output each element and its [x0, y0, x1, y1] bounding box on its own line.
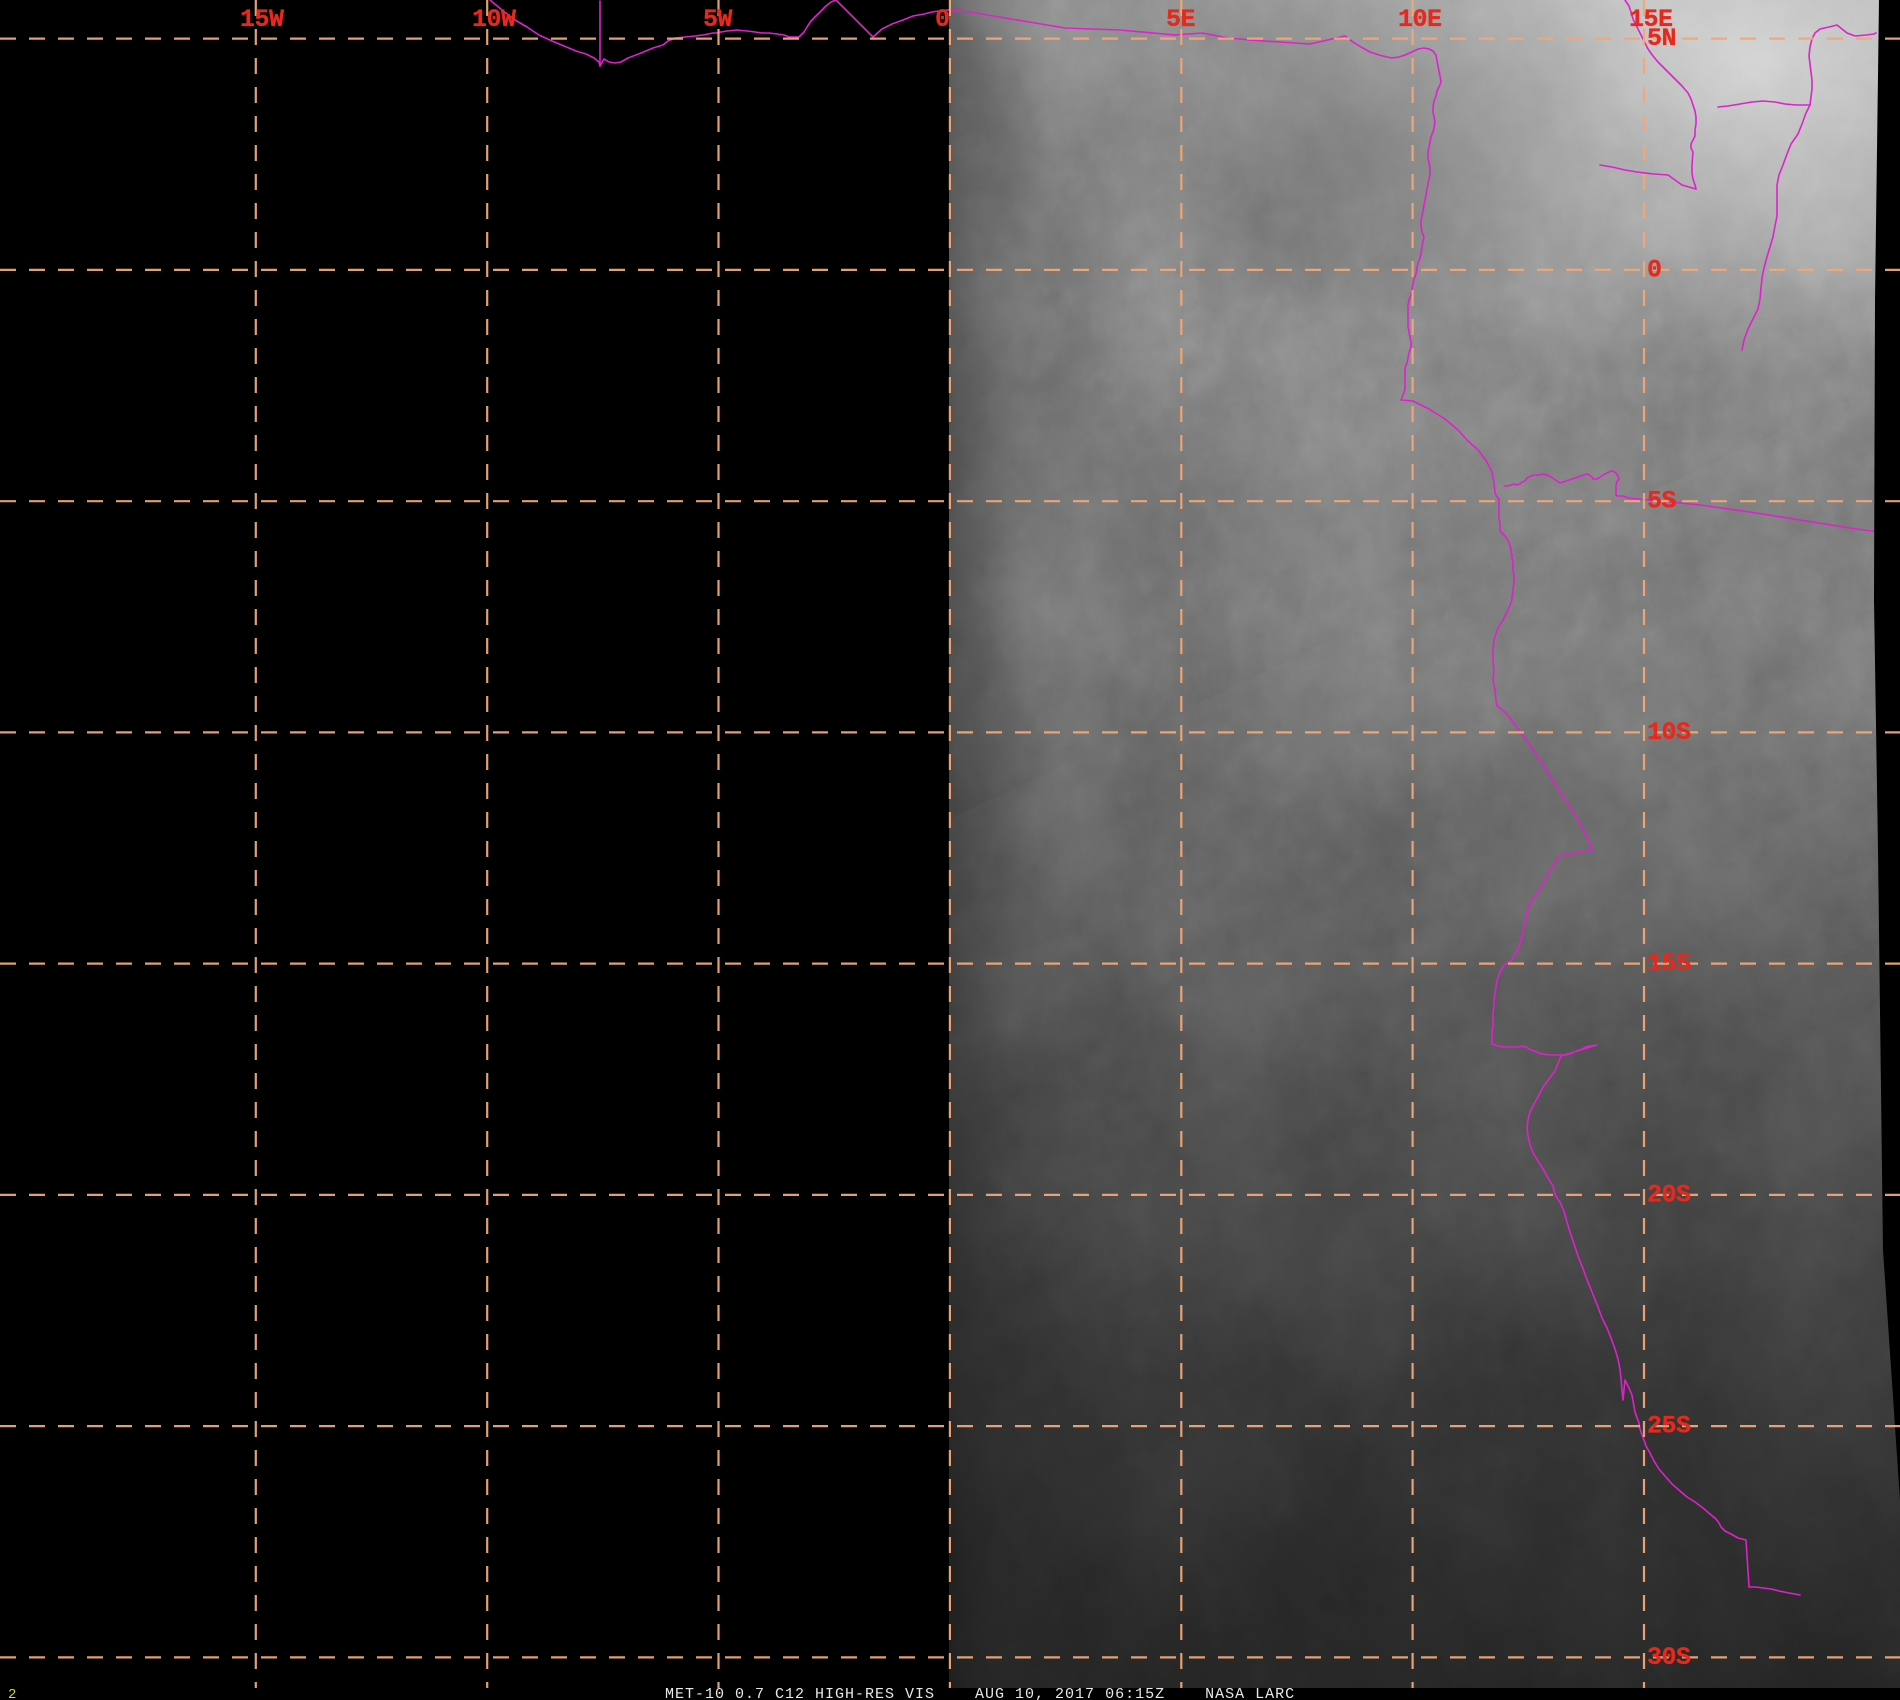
svg-text:5E: 5E	[1166, 5, 1195, 34]
svg-text:10E: 10E	[1398, 5, 1442, 34]
svg-text:15S: 15S	[1647, 949, 1691, 978]
svg-text:10S: 10S	[1647, 718, 1691, 747]
svg-text:5N: 5N	[1647, 24, 1676, 53]
svg-text:5S: 5S	[1647, 487, 1677, 516]
svg-text:15W: 15W	[240, 5, 284, 34]
svg-text:0: 0	[935, 5, 950, 34]
svg-text:20S: 20S	[1647, 1180, 1691, 1209]
svg-text:25S: 25S	[1647, 1412, 1691, 1441]
svg-text:5W: 5W	[703, 5, 733, 34]
svg-text:0: 0	[1647, 255, 1662, 284]
svg-text:10W: 10W	[472, 5, 516, 34]
svg-text:30S: 30S	[1647, 1643, 1691, 1672]
